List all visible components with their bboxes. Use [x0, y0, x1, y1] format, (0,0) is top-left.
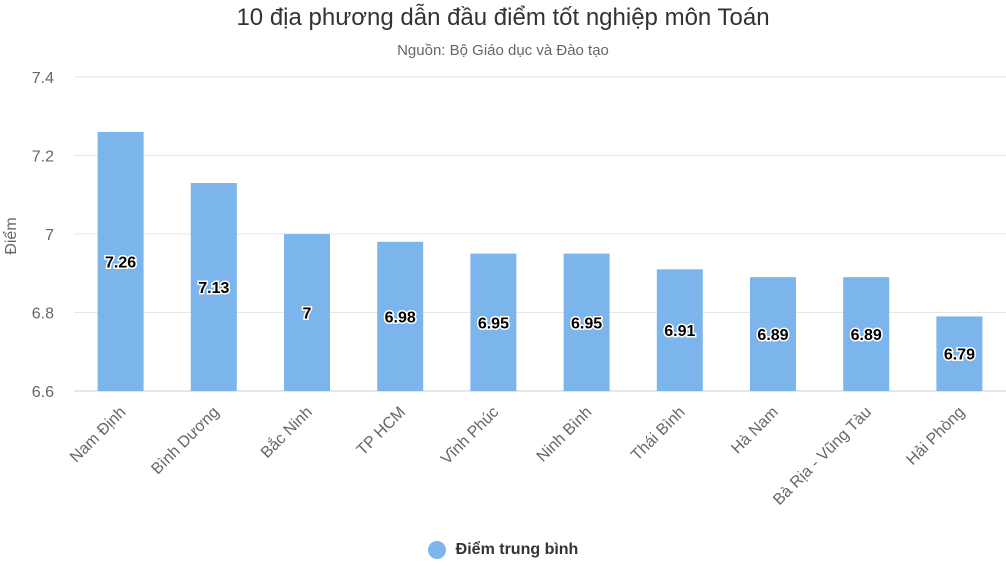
chart-title: 10 địa phương dẫn đầu điểm tốt nghiệp mô…	[236, 4, 770, 31]
data-label: 6.98	[385, 309, 416, 326]
data-label: 6.91	[664, 323, 695, 340]
bar[interactable]	[284, 234, 330, 391]
data-label: 6.89	[757, 327, 788, 344]
data-label: 7.13	[198, 280, 229, 297]
bar[interactable]	[377, 241, 424, 391]
legend-label: Điểm trung bình	[455, 541, 579, 558]
bar[interactable]	[656, 269, 703, 391]
y-tick-label: 7.2	[32, 149, 54, 166]
x-tick-label: Bắc Ninh	[256, 402, 315, 461]
x-tick-label: Vĩnh Phúc	[438, 404, 502, 468]
x-tick-label: Thái Bình	[628, 404, 688, 464]
data-label: 6.79	[944, 347, 975, 364]
y-tick-label: 6.8	[32, 306, 54, 323]
x-tick-label: Bình Dương	[148, 404, 222, 478]
y-tick-label: 7.4	[32, 70, 54, 87]
data-label: 6.89	[851, 327, 882, 344]
bar[interactable]	[750, 277, 796, 391]
y-axis-title: Điểm	[2, 217, 20, 254]
x-tick-label: Hà Nam	[728, 404, 782, 458]
bar[interactable]	[563, 253, 610, 391]
data-label: 6.95	[478, 315, 509, 332]
data-label: 7.26	[105, 254, 136, 271]
x-tick-label: Ninh Bình	[534, 404, 596, 466]
legend-marker-icon	[427, 541, 446, 559]
data-label: 7	[303, 306, 312, 323]
bar[interactable]	[190, 182, 237, 391]
bar[interactable]	[936, 316, 983, 391]
bar[interactable]	[470, 253, 517, 391]
chart-plot: 6.6 6.8 7 7.2 7.4 7.26 7.13 7 6.98 6.95 6.95 6.91 6…	[2, 70, 1006, 509]
legend: Điểm trung bình	[0, 538, 1006, 562]
data-label: 6.95	[571, 315, 602, 332]
legend-item-series[interactable]: Điểm trung bình	[427, 541, 579, 559]
x-tick-label: Nam Định	[67, 404, 129, 466]
x-tick-label: Bà Rịa - Vũng Tàu	[770, 404, 875, 509]
y-tick-label: 6.6	[32, 384, 54, 401]
chart-subtitle: Nguồn: Bộ Giáo dục và Đào tạo	[397, 42, 609, 59]
x-tick-label: Hải Phòng	[903, 404, 968, 469]
y-tick-label: 7	[45, 227, 54, 244]
x-tick-label: TP HCM	[354, 404, 409, 459]
bar[interactable]	[97, 131, 144, 391]
bar[interactable]	[843, 277, 890, 391]
